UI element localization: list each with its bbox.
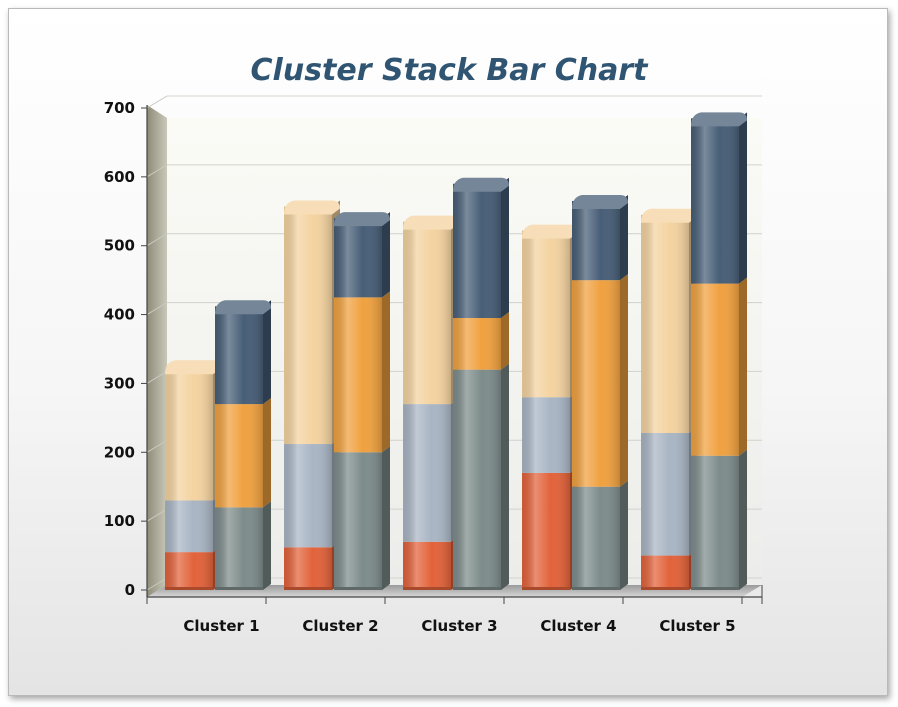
gridline-side [146, 508, 168, 522]
chart-side-wall [147, 105, 167, 597]
y-tick-label: 0 [125, 581, 135, 599]
bar-segment [165, 494, 221, 553]
bar-segment [403, 215, 459, 405]
y-tick-label: 500 [104, 237, 135, 255]
y-axis: 0 100 200 300 400 500 600 700 [104, 99, 148, 599]
bar-segment [284, 541, 340, 590]
bar-segment [691, 277, 747, 456]
y-tick-label: 400 [104, 306, 135, 324]
bar-segment [453, 363, 509, 590]
gridline-side [146, 370, 168, 384]
y-tick-label: 200 [104, 443, 135, 461]
bar-segment [165, 360, 221, 501]
bar-segment [453, 177, 509, 319]
gridline-side [146, 577, 168, 591]
y-tick-label: 600 [104, 168, 135, 186]
bar-segment [403, 535, 459, 590]
bar-segment [572, 194, 628, 281]
gridline-side [146, 302, 168, 316]
chart-title: Cluster Stack Bar Chart [251, 53, 650, 88]
x-category-label: Cluster 5 [659, 617, 735, 635]
bar-segment [284, 200, 340, 445]
bar-segment [284, 438, 340, 548]
bar-segment [522, 391, 578, 473]
gridline-side [146, 164, 168, 178]
x-category-label: Cluster 4 [540, 617, 616, 635]
bar-segment [522, 224, 578, 398]
bar-segment [641, 427, 697, 556]
bar-segment [334, 291, 390, 453]
bar-segment [215, 398, 271, 508]
bar-segment [691, 112, 747, 284]
x-category-label: Cluster 2 [302, 617, 378, 635]
gridline-side [146, 95, 168, 109]
gridline-side [146, 439, 168, 453]
bar-segment [215, 300, 271, 405]
bar-segment [215, 501, 271, 590]
bar-segment [572, 480, 628, 590]
x-category-label: Cluster 1 [183, 617, 259, 635]
x-axis: Cluster 1 Cluster 2 Cluster 3 Cluster 4 Clus… [146, 585, 763, 635]
bar-segment [165, 546, 221, 590]
bar-segment [522, 466, 578, 590]
gridline-side [146, 233, 168, 247]
bar-segment [572, 274, 628, 487]
bar-segment [641, 208, 697, 434]
bars [165, 112, 747, 590]
x-category-label: Cluster 3 [421, 617, 497, 635]
bar-segment [641, 549, 697, 590]
bar-segment [334, 446, 390, 590]
y-tick-label: 100 [104, 512, 135, 530]
y-tick-label: 300 [104, 374, 135, 392]
bar-segment [453, 312, 509, 370]
bar-segment [691, 449, 747, 590]
y-tick-label: 700 [104, 99, 135, 117]
bar-segment [334, 212, 390, 298]
bar-segment [403, 398, 459, 542]
